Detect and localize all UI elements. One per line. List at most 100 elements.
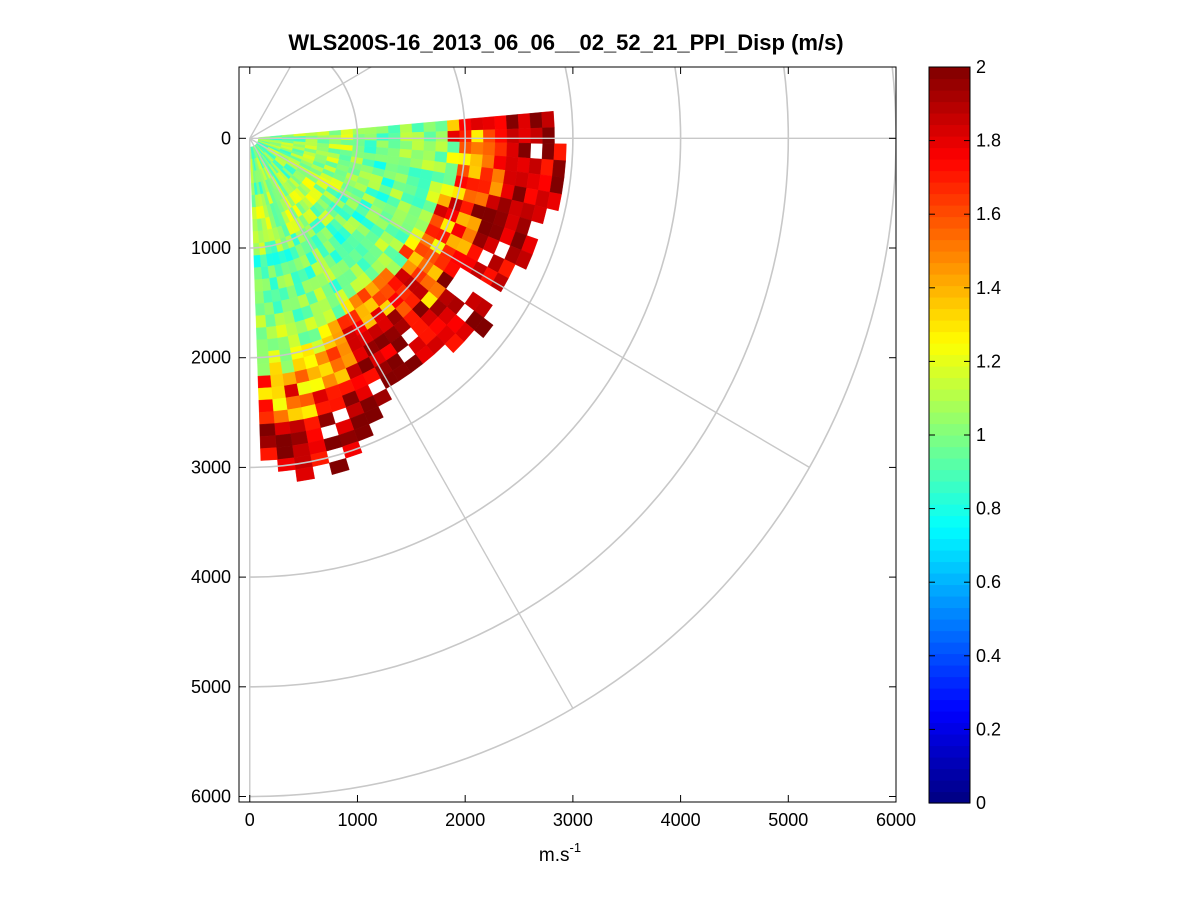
data-cell — [505, 156, 519, 172]
colorbar-level — [929, 331, 970, 344]
colorbar-level — [929, 722, 970, 735]
data-cell — [256, 339, 269, 353]
colorbar-level — [929, 101, 970, 114]
data-cell — [518, 142, 532, 159]
data-cell — [483, 129, 496, 143]
data-cell — [305, 132, 318, 137]
colorbar-level — [929, 711, 970, 724]
colorbar-tick-label: 0 — [976, 793, 986, 813]
colorbar-level — [929, 561, 970, 574]
colorbar-tick-label: 1.8 — [976, 131, 1001, 151]
data-cell — [542, 127, 555, 144]
data-cell — [272, 409, 290, 424]
data-cell — [282, 371, 297, 387]
colorbar-level — [929, 159, 970, 172]
data-cell — [252, 218, 258, 232]
data-cell — [254, 279, 264, 293]
data-cell — [435, 120, 449, 132]
data-cell — [423, 131, 437, 142]
data-cell — [528, 158, 543, 175]
colorbar-level — [929, 113, 970, 126]
data-cell — [251, 206, 257, 220]
colorbar-level — [929, 308, 970, 321]
data-cell — [506, 142, 520, 158]
x-axis: 0 1000 2000 3000 4000 5000 6000 — [245, 67, 916, 830]
data-cell — [376, 133, 389, 142]
data-cell — [541, 143, 555, 161]
grid-spoke — [249, 137, 574, 709]
chart-title: WLS200S-16_2013_06_06__02_52_21_PPI_Disp… — [288, 30, 843, 55]
colorbar-level — [929, 285, 970, 298]
colorbar-level — [929, 699, 970, 712]
colorbar-level — [929, 745, 970, 758]
data-cell — [260, 447, 278, 461]
data-cell — [364, 140, 378, 148]
data-cell — [276, 445, 295, 460]
colorbar: 0 0.2 0.4 0.6 0.8 1 1.2 1.4 1.6 1.8 2 — [928, 57, 1001, 813]
data-cell — [447, 141, 461, 154]
colorbar-level — [929, 90, 970, 103]
data-cell — [494, 128, 508, 144]
data-cell — [387, 124, 401, 134]
grid-ring — [249, 67, 682, 578]
colorbar-level — [929, 320, 970, 333]
colorbar-level — [929, 205, 970, 218]
colorbar-level — [929, 791, 970, 804]
colorbar-level — [929, 446, 970, 459]
data-cell — [256, 327, 268, 341]
colorbar-level — [929, 147, 970, 160]
colorbar-level — [929, 642, 970, 655]
data-cell — [400, 132, 413, 142]
data-cell — [352, 127, 366, 135]
data-cell — [263, 302, 275, 316]
colorbar-tick-label: 0.6 — [976, 572, 1001, 592]
data-cell — [328, 129, 342, 136]
y-tick-label: 6000 — [191, 787, 231, 807]
polar-grid — [249, 67, 896, 798]
data-cell — [280, 359, 295, 375]
data-cell — [275, 433, 293, 448]
colorbar-level — [929, 481, 970, 494]
y-tick-label: 5000 — [191, 677, 231, 697]
data-cell — [295, 466, 315, 482]
colorbar-tick-label: 0.8 — [976, 499, 1001, 519]
data-cell — [352, 139, 366, 147]
data-cell — [258, 411, 275, 425]
colorbar-level — [929, 377, 970, 390]
y-tick-label: 1000 — [191, 238, 231, 258]
colorbar-level — [929, 389, 970, 402]
data-cell — [340, 128, 354, 136]
data-cell — [271, 397, 288, 412]
data-cell — [255, 315, 267, 329]
data-cell — [264, 314, 276, 328]
colorbar-level — [929, 78, 970, 91]
colorbar-level — [929, 676, 970, 689]
data-cells — [249, 110, 567, 482]
colorbar-level — [929, 527, 970, 540]
data-cell — [323, 434, 343, 452]
x-tick-label: 2000 — [445, 810, 485, 830]
data-cell — [277, 336, 291, 351]
data-cell — [506, 128, 520, 144]
data-cell — [257, 375, 272, 389]
data-cell — [473, 317, 494, 339]
colorbar-level — [929, 550, 970, 563]
data-cell — [411, 122, 425, 133]
colorbar-level — [929, 688, 970, 701]
colorbar-level — [929, 262, 970, 275]
colorbar-tick-label: 0.4 — [976, 646, 1001, 666]
data-cell — [258, 387, 273, 401]
colorbar-level — [929, 780, 970, 793]
colorbar-level — [929, 653, 970, 666]
data-cell — [399, 123, 413, 134]
grid-ring — [249, 67, 896, 798]
data-cell — [422, 150, 436, 162]
data-cell — [515, 249, 533, 270]
y-axis: 0 1000 2000 3000 4000 5000 6000 — [191, 128, 896, 807]
data-cell — [447, 130, 461, 143]
x-tick-label: 5000 — [768, 810, 808, 830]
data-cell — [253, 254, 262, 268]
grid-ring — [249, 67, 359, 249]
colorbar-tick-label: 1.4 — [976, 278, 1001, 298]
colorbar-level — [929, 573, 970, 586]
